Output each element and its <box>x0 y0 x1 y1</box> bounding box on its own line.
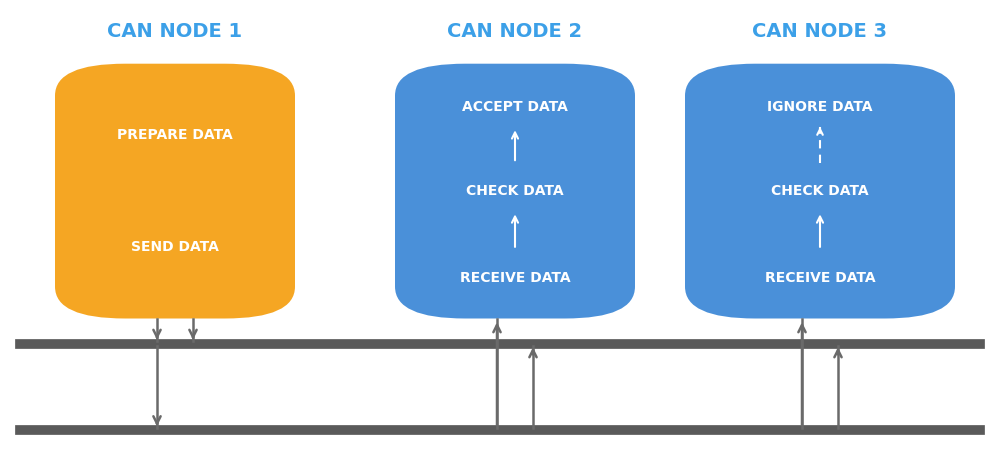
Text: CAN NODE 1: CAN NODE 1 <box>107 22 243 41</box>
Text: RECEIVE DATA: RECEIVE DATA <box>460 271 570 285</box>
Text: CHECK DATA: CHECK DATA <box>466 184 564 198</box>
Text: CAN NODE 3: CAN NODE 3 <box>753 22 888 41</box>
FancyBboxPatch shape <box>395 64 635 318</box>
Text: IGNORE DATA: IGNORE DATA <box>767 100 873 114</box>
Text: CAN NODE 2: CAN NODE 2 <box>447 22 583 41</box>
FancyBboxPatch shape <box>685 64 955 318</box>
Text: RECEIVE DATA: RECEIVE DATA <box>765 271 875 285</box>
Text: CHECK DATA: CHECK DATA <box>771 184 869 198</box>
Text: SEND DATA: SEND DATA <box>131 240 219 254</box>
FancyBboxPatch shape <box>55 64 295 318</box>
Text: PREPARE DATA: PREPARE DATA <box>117 128 233 142</box>
Text: ACCEPT DATA: ACCEPT DATA <box>462 100 568 114</box>
